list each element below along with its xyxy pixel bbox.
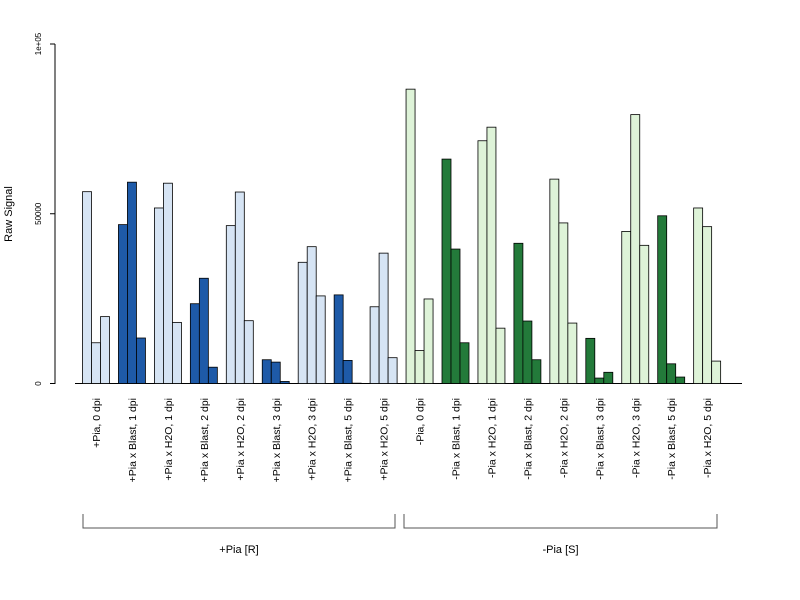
bar [378, 252, 389, 384]
group-bracket [403, 514, 718, 529]
bar [639, 244, 650, 384]
bar [136, 337, 146, 384]
x-tick-label: -Pia x H2O, 1 dpi [486, 398, 498, 478]
bar [558, 222, 569, 384]
bar [567, 322, 578, 384]
bar [531, 359, 542, 384]
x-tick-label: +Pia x H2O, 2 dpi [235, 398, 247, 481]
x-tick-label: +Pia x Blast, 5 dpi [343, 398, 355, 482]
bar [153, 207, 164, 384]
bar [477, 140, 488, 384]
bar [450, 248, 461, 384]
x-tick-label: -Pia x H2O, 5 dpi [702, 398, 714, 478]
bar [405, 88, 416, 384]
bar [198, 277, 209, 384]
group-bracket-label: -Pia [S] [542, 544, 578, 556]
bar [315, 295, 326, 384]
bar [261, 359, 272, 384]
bar [369, 306, 380, 384]
bar [127, 181, 137, 384]
x-tick-label: +Pia x H2O, 1 dpi [163, 398, 175, 481]
x-tick-label: +Pia x Blast, 3 dpi [271, 398, 283, 482]
bar [243, 320, 254, 384]
bar [522, 320, 533, 384]
bar [162, 182, 173, 384]
y-tick-label: 50000 [34, 202, 43, 225]
bar [702, 226, 713, 384]
bar [91, 342, 101, 384]
bar [675, 376, 686, 384]
bar [603, 371, 614, 384]
bar [423, 298, 434, 384]
bar [333, 294, 344, 384]
bar [513, 242, 524, 384]
bar [585, 337, 596, 384]
bar [234, 191, 245, 384]
bar [82, 191, 92, 384]
y-axis-label: Raw Signal [3, 186, 15, 242]
x-tick-label: +Pia x H2O, 5 dpi [379, 398, 391, 481]
group-brackets: +Pia [R] -Pia [S] [82, 514, 718, 556]
x-tick-label: -Pia x H2O, 2 dpi [558, 398, 570, 478]
bar [118, 224, 128, 384]
bar [486, 126, 497, 384]
x-tick-label: -Pia x Blast, 1 dpi [451, 398, 463, 480]
bar [342, 360, 353, 384]
bar [441, 158, 452, 384]
bar [207, 366, 218, 384]
y-tick-label: 0 [34, 381, 43, 386]
bar [459, 342, 470, 384]
bar [711, 360, 722, 384]
bar [621, 231, 632, 384]
bar [666, 363, 677, 384]
bar [693, 207, 704, 384]
bar [189, 303, 200, 384]
y-axis: 0 50000 1e+05 Raw Signal [3, 32, 56, 386]
bar [306, 246, 317, 384]
bar [657, 215, 668, 384]
bar [279, 381, 290, 384]
x-tick-label: +Pia x Blast, 2 dpi [199, 398, 211, 482]
x-tick-label: +Pia x H2O, 3 dpi [307, 398, 319, 481]
bar [594, 377, 605, 384]
bar [100, 316, 110, 384]
group-bracket-label: +Pia [R] [219, 544, 258, 556]
bar [171, 321, 182, 384]
bar [630, 114, 641, 384]
x-tick-label: -Pia x H2O, 3 dpi [630, 398, 642, 478]
bar [495, 327, 506, 384]
bar [297, 261, 308, 384]
x-tick-label: -Pia x Blast, 2 dpi [522, 398, 534, 480]
bar [225, 225, 236, 384]
bar [387, 357, 398, 384]
bar [270, 361, 281, 384]
x-tick-label: -Pia, 0 dpi [415, 398, 427, 445]
bar [414, 350, 425, 384]
x-tick-label: +Pia, 0 dpi [91, 398, 103, 448]
bars [82, 88, 722, 384]
y-tick-label: 1e+05 [34, 32, 43, 55]
x-tick-label: +Pia x Blast, 1 dpi [127, 398, 139, 482]
x-tick-labels: +Pia, 0 dpi +Pia x Blast, 1 dpi +Pia x H2O… [91, 398, 714, 482]
x-tick-label: -Pia x Blast, 5 dpi [666, 398, 678, 480]
bar [549, 178, 560, 384]
group-bracket [82, 514, 396, 529]
x-tick-label: -Pia x Blast, 3 dpi [594, 398, 606, 480]
